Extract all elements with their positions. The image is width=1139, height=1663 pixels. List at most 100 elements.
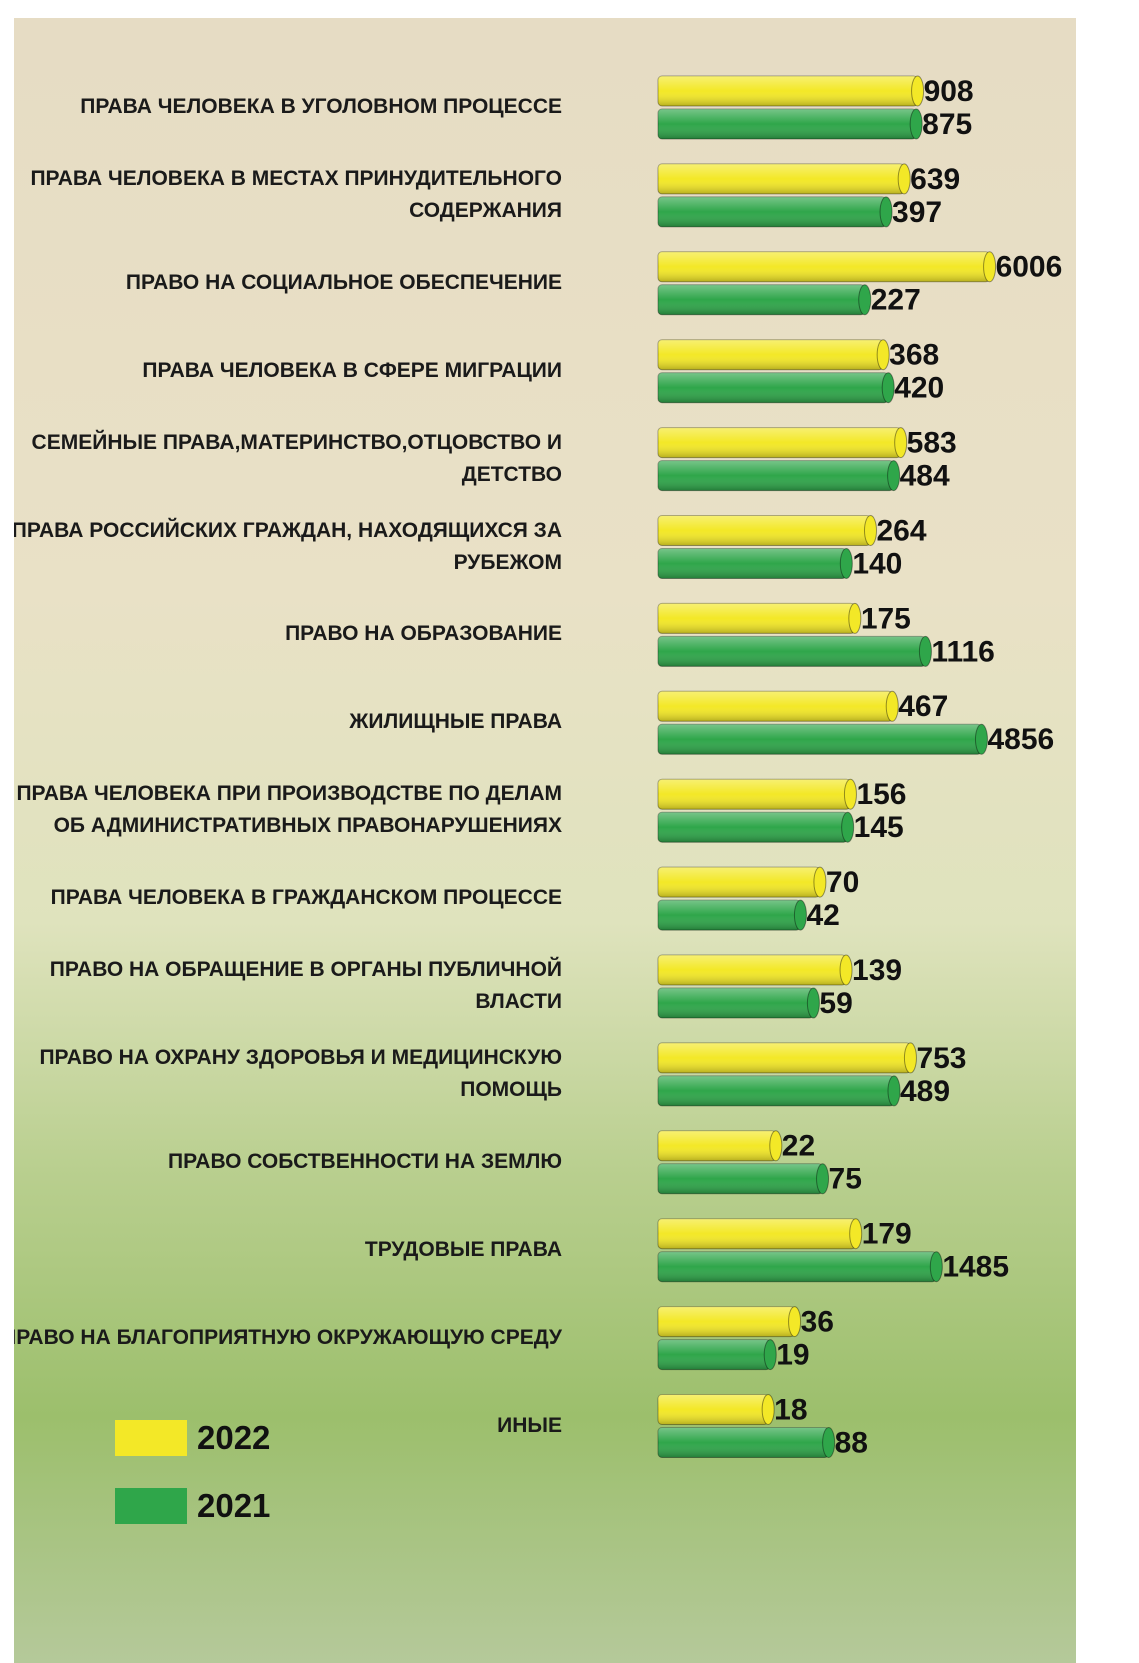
bar-shade [658,428,901,458]
value-label: 4856 [987,723,1054,756]
bar-cap [886,691,898,721]
value-label: 489 [900,1075,950,1108]
bar-shade [658,340,883,370]
value-label: 875 [922,108,972,141]
bar-cap [880,197,892,227]
bar-cap [842,812,854,842]
bar-cap [975,724,987,754]
bar-cap [817,1164,829,1194]
value-label: 397 [892,196,942,229]
bar-shade [658,1076,894,1106]
bar-cap [888,461,900,491]
bar-shade [658,900,800,930]
bar-cap [895,428,907,458]
bar-cap [794,900,806,930]
bar-shade [658,549,846,579]
category-label: ПРАВА ЧЕЛОВЕКА ПРИ ПРОИЗВОДСТВЕ ПО ДЕЛАМ… [14,778,562,842]
bar-shade [658,1219,856,1249]
bar-cap [859,285,871,315]
bar-shade [658,955,846,985]
bar-shade [658,691,892,721]
value-label: 59 [819,987,852,1020]
value-label: 18 [774,1393,807,1426]
value-label: 36 [801,1306,834,1339]
value-label: 908 [924,75,974,108]
value-label: 484 [900,460,950,493]
bar-cap [930,1252,942,1282]
value-label: 156 [856,778,906,811]
category-label: ПРАВО НА ОБРАЗОВАНИЕ [14,618,562,650]
bar-shade [658,1428,829,1458]
category-label: ТРУДОВЫЕ ПРАВА [14,1234,562,1266]
bar-cap [840,955,852,985]
value-label: 75 [829,1163,862,1196]
category-label: ПРАВО НА ОБРАЩЕНИЕ В ОРГАНЫ ПУБЛИЧНОЙ ВЛ… [14,954,562,1018]
bar-shade [658,109,916,139]
category-label: ПРАВО НА БЛАГОПРИЯТНУЮ ОКРУЖАЮЩУЮ СРЕДУ [14,1322,562,1354]
bar-cap [910,109,922,139]
bar-shade [658,867,820,897]
bar-shade [658,1307,795,1337]
bar-cap [762,1395,774,1425]
bar-cap [840,549,852,579]
value-label: 227 [871,284,921,317]
bar-cap [789,1307,801,1337]
category-label: ПРАВА ЧЕЛОВЕКА В УГОЛОВНОМ ПРОЦЕССЕ [14,91,562,123]
bar-cap [898,164,910,194]
value-label: 1485 [942,1251,1009,1284]
value-label: 175 [861,602,911,635]
value-label: 88 [835,1426,868,1459]
value-label: 22 [782,1130,815,1163]
bar-shade [658,1164,823,1194]
bar-cap [814,867,826,897]
bar-cap [849,603,861,633]
bar-cap [844,779,856,809]
bar-shade [658,461,894,491]
bar-cap [864,516,876,546]
bar-cap [877,340,889,370]
bar-shade [658,197,886,227]
bar-shade [658,76,918,106]
legend-swatch [115,1420,187,1456]
value-label: 19 [776,1339,809,1372]
bar-cap [807,988,819,1018]
category-label: ПРАВО НА ОХРАНУ ЗДОРОВЬЯ И МЕДИЦИНСКУЮ П… [14,1042,562,1106]
bar-shade [658,285,865,315]
value-label: 583 [907,427,957,460]
value-label: 368 [889,339,939,372]
bar-cap [904,1043,916,1073]
category-label: ПРАВА ЧЕЛОВЕКА В МЕСТАХ ПРИНУДИТЕЛЬНОГО … [14,163,562,227]
bar-cap [919,636,931,666]
value-label: 753 [916,1042,966,1075]
category-label: СЕМЕЙНЫЕ ПРАВА,МАТЕРИНСТВО,ОТЦОВСТВО И Д… [14,427,562,491]
category-label: ИНЫЕ [14,1410,562,1442]
category-label: ПРАВО НА СОЦИАЛЬНОЕ ОБЕСПЕЧЕНИЕ [14,267,562,299]
legend-label: 2021 [197,1487,270,1525]
bar-shade [658,1252,936,1282]
bar-shade [658,636,925,666]
bar-shade [658,1340,770,1370]
bar-shade [658,1395,768,1425]
bar-shade [658,1131,776,1161]
bar-cap [888,1076,900,1106]
bar-shade [658,516,870,546]
bar-shade [658,724,981,754]
bar-shade [658,1043,910,1073]
value-label: 140 [852,547,902,580]
value-label: 264 [876,514,926,547]
value-label: 1116 [931,635,994,668]
category-label: ПРАВА ЧЕЛОВЕКА В СФЕРЕ МИГРАЦИИ [14,355,562,387]
category-label: ПРАВА ЧЕЛОВЕКА В ГРАЖДАНСКОМ ПРОЦЕССЕ [14,882,562,914]
value-label: 6006 [996,251,1063,284]
value-label: 467 [898,690,948,723]
bar-shade [658,988,813,1018]
bar-shade [658,164,904,194]
value-label: 42 [806,899,839,932]
bar-cap [823,1428,835,1458]
value-label: 179 [862,1218,912,1251]
category-label: ПРАВО СОБСТВЕННОСТИ НА ЗЕМЛЮ [14,1146,562,1178]
legend-swatch [115,1488,187,1524]
bar-cap [984,252,996,282]
value-label: 639 [910,163,960,196]
